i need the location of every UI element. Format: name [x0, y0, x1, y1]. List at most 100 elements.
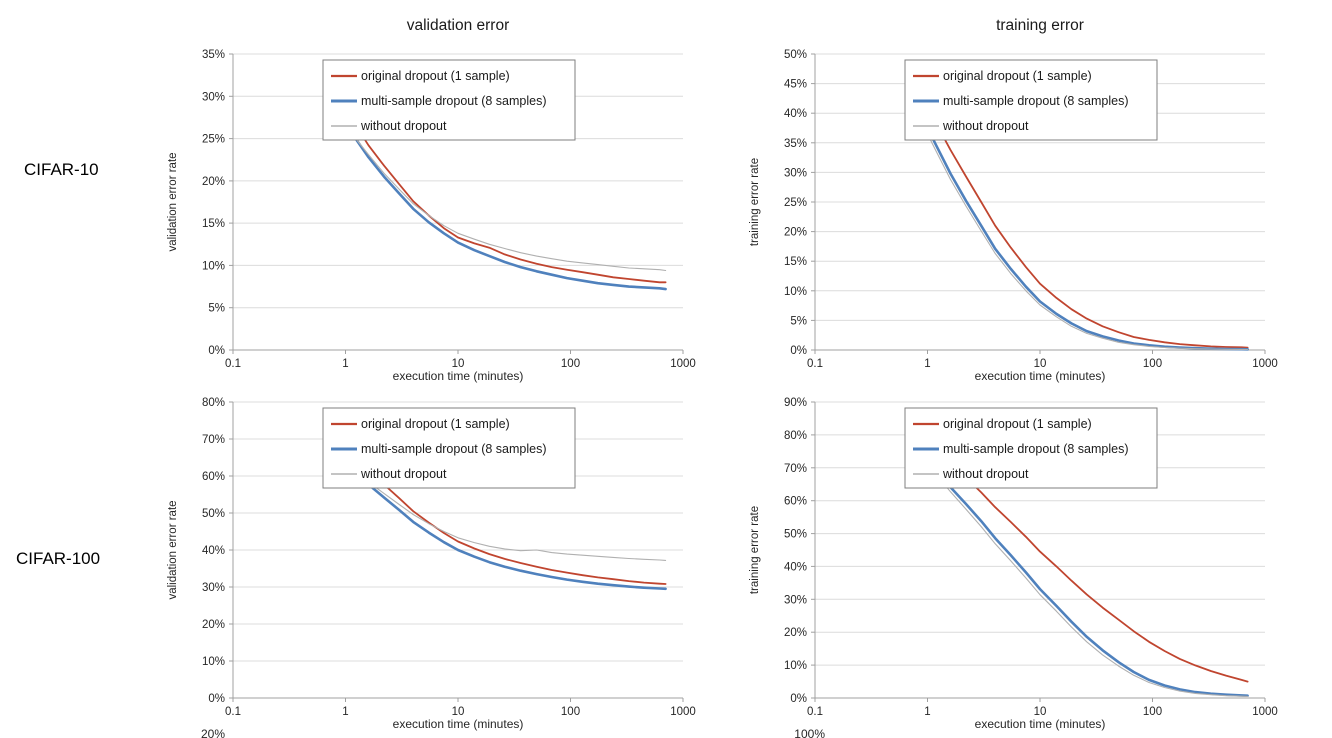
x-tick-label: 0.1	[807, 706, 823, 718]
y-tick-label: 20%	[784, 627, 807, 639]
series	[326, 76, 667, 291]
y-tick-label: 60%	[784, 496, 807, 508]
gridlines	[815, 401, 1265, 666]
y-tick-label: 30%	[202, 582, 225, 594]
row-label-cifar100: CIFAR-100	[16, 549, 101, 568]
x-tick-label: 1	[924, 358, 930, 370]
series-line-without-dropout	[327, 104, 667, 272]
y-tick-label: 0%	[790, 345, 807, 357]
x-tick-label: 1	[342, 358, 348, 370]
x-axis-label: execution time (minutes)	[393, 369, 524, 383]
legend: original dropout (1 sample) multi-sample …	[904, 407, 1158, 489]
x-tick-label: 0.1	[225, 358, 241, 370]
chart-cifar10-validation-error-svg: 0% 5% 10% 15% 20% 25% 30% 35% 0.1 1 10 100 1000 origi…	[167, 17, 696, 383]
legend-label-without-dropout: without dropout	[942, 119, 1029, 133]
y-tick-label: 50%	[784, 529, 807, 541]
legend-label-multi-sample-dropout-8-samples: multi-sample dropout (8 samples)	[361, 94, 547, 108]
legend-box	[322, 59, 576, 141]
y-tick-label: 50%	[784, 49, 807, 61]
x-axis-label: execution time (minutes)	[975, 369, 1106, 383]
legend-label-multi-sample-dropout-8-samples: multi-sample dropout (8 samples)	[943, 442, 1129, 456]
y-tick-label: 5%	[790, 315, 807, 327]
axes: 0% 10% 20% 30% 40% 50% 60% 70% 80% 0.1 1 10 100 1000	[202, 397, 696, 718]
y-tick-label: 40%	[784, 108, 807, 120]
chart-title: validation error	[407, 17, 510, 34]
legend-label-original-dropout-1-sample: original dropout (1 sample)	[943, 69, 1092, 83]
legend-box	[322, 407, 576, 489]
x-tick-label: 10	[452, 706, 465, 718]
legend-label-original-dropout-1-sample: original dropout (1 sample)	[943, 417, 1092, 431]
axes: 0% 10% 20% 30% 40% 50% 60% 70% 80% 90% 0.1 1 10 100 10…	[784, 397, 1278, 718]
y-tick-label: 10%	[202, 656, 225, 668]
y-tick-label: 45%	[784, 79, 807, 91]
y-tick-label: 35%	[202, 49, 225, 61]
y-tick-label: 20%	[202, 619, 225, 631]
y-tick-label: 10%	[784, 286, 807, 298]
y-tick-label: 80%	[202, 397, 225, 409]
x-tick-label: 1	[924, 706, 930, 718]
x-tick-label: 10	[1034, 358, 1047, 370]
x-axis-label: execution time (minutes)	[975, 717, 1106, 731]
y-tick-label: 20%	[784, 227, 807, 239]
cropped-next-row-tick-left: 20%	[200, 727, 225, 738]
legend-label-original-dropout-1-sample: original dropout (1 sample)	[361, 69, 510, 83]
legend-box	[904, 59, 1158, 141]
y-tick-label: 0%	[208, 693, 225, 705]
y-axis-label: validation error rate	[167, 500, 179, 599]
y-tick-label: 25%	[202, 134, 225, 146]
x-tick-label: 0.1	[225, 706, 241, 718]
y-tick-label: 90%	[784, 397, 807, 409]
series-line-original-dropout-1-sample	[909, 73, 1249, 349]
legend-label-without-dropout: without dropout	[360, 119, 447, 133]
legend-label-multi-sample-dropout-8-samples: multi-sample dropout (8 samples)	[943, 94, 1129, 108]
y-tick-label: 35%	[784, 138, 807, 150]
chart-cifar100-validation-error: 0% 10% 20% 30% 40% 50% 60% 70% 80% 0.1 1 10 100 1000 o…	[160, 354, 732, 738]
x-tick-label: 1000	[670, 706, 696, 718]
y-tick-label: 5%	[208, 303, 225, 315]
legend: original dropout (1 sample) multi-sample …	[904, 59, 1158, 141]
x-tick-label: 100	[561, 358, 580, 370]
axes: 0% 5% 10% 15% 20% 25% 30% 35% 0.1 1 10 100 1000	[202, 49, 696, 370]
y-axis-label: validation error rate	[167, 152, 179, 251]
y-tick-label: 40%	[202, 545, 225, 557]
x-tick-label: 0.1	[807, 358, 823, 370]
x-tick-label: 1000	[1252, 706, 1278, 718]
y-tick-label: 10%	[784, 660, 807, 672]
x-tick-label: 100	[1143, 358, 1162, 370]
legend-label-without-dropout: without dropout	[360, 467, 447, 481]
legend-label-original-dropout-1-sample: original dropout (1 sample)	[361, 417, 510, 431]
y-tick-label: 50%	[202, 508, 225, 520]
legend: original dropout (1 sample) multi-sample …	[322, 59, 576, 141]
series-line-without-dropout	[327, 451, 667, 561]
chart-cifar100-training-error: 0% 10% 20% 30% 40% 50% 60% 70% 80% 90% 0.1 1 10 100 10…	[742, 354, 1314, 738]
row-label-cifar10: CIFAR-10	[24, 160, 99, 179]
y-tick-label: 25%	[784, 197, 807, 209]
y-tick-label: 30%	[784, 594, 807, 606]
y-tick-label: 80%	[784, 430, 807, 442]
chart-cifar10-validation-error: 0% 5% 10% 15% 20% 25% 30% 35% 0.1 1 10 100 1000 origi…	[160, 6, 732, 391]
legend-label-multi-sample-dropout-8-samples: multi-sample dropout (8 samples)	[361, 442, 547, 456]
x-tick-label: 1000	[1252, 358, 1278, 370]
chart-cifar100-validation-error-svg: 0% 10% 20% 30% 40% 50% 60% 70% 80% 0.1 1 10 100 1000 o…	[167, 397, 696, 731]
x-tick-label: 1000	[670, 358, 696, 370]
legend: original dropout (1 sample) multi-sample …	[322, 407, 576, 489]
y-tick-label: 15%	[784, 256, 807, 268]
axes: 0% 5% 10% 15% 20% 25% 30% 35% 40% 45% 50% 0.1 1 10 100…	[784, 49, 1278, 370]
series-line-multi-sample-dropout-8-samples	[326, 447, 667, 591]
y-tick-label: 10%	[202, 260, 225, 272]
y-tick-label: 70%	[784, 463, 807, 475]
legend-box	[904, 407, 1158, 489]
gridlines	[815, 53, 1265, 321]
cropped-next-row-tick-right: 100%	[794, 727, 825, 738]
x-axis-label: execution time (minutes)	[393, 717, 524, 731]
series-line-multi-sample-dropout-8-samples	[908, 438, 1249, 697]
y-tick-label: 30%	[202, 91, 225, 103]
x-tick-label: 10	[1034, 706, 1047, 718]
series-line-original-dropout-1-sample	[327, 76, 667, 284]
chart-cifar100-training-error-svg: 0% 10% 20% 30% 40% 50% 60% 70% 80% 90% 0.1 1 10 100 10…	[749, 397, 1278, 731]
y-tick-label: 30%	[784, 167, 807, 179]
y-tick-label: 60%	[202, 471, 225, 483]
series-line-multi-sample-dropout-8-samples	[326, 98, 667, 291]
y-tick-label: 20%	[202, 176, 225, 188]
